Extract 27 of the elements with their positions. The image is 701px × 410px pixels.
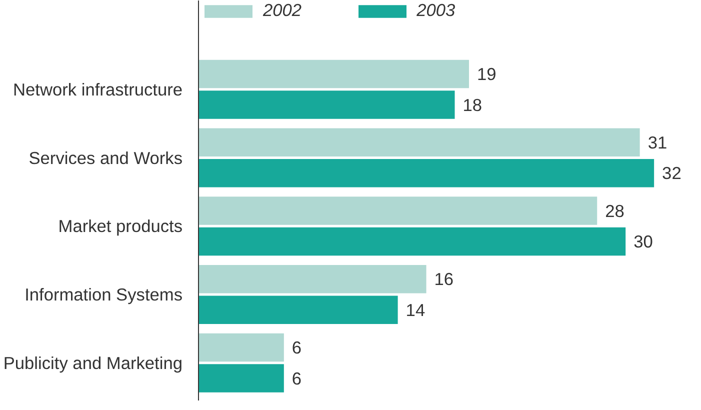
y-tick-label: Services and Works	[28, 148, 183, 168]
data-label: 30	[634, 232, 653, 252]
bar	[198, 60, 469, 88]
data-label: 32	[662, 163, 682, 184]
y-tick-label: Network infrastructure	[13, 79, 182, 100]
data-label: 31	[648, 132, 668, 152]
bar	[198, 158, 654, 188]
legend-label: 2002	[263, 0, 302, 21]
legend-label: 2003	[416, 0, 456, 21]
bar	[198, 364, 284, 392]
bar	[198, 333, 284, 362]
data-label: 6	[292, 338, 302, 358]
data-label: 6	[292, 368, 302, 388]
bar	[198, 196, 598, 225]
data-label: 28	[605, 200, 624, 221]
y-tick-label: Market products	[58, 216, 183, 236]
data-label: 18	[462, 94, 482, 115]
data-label: 19	[476, 64, 496, 84]
bar	[198, 128, 640, 157]
data-label: 16	[434, 269, 454, 290]
y-tick-label: Publicity and Marketing	[3, 352, 183, 373]
y-tick-label: Information Systems	[24, 284, 183, 305]
bar	[198, 264, 426, 294]
bar	[198, 227, 626, 256]
bar	[198, 296, 398, 324]
data-label: 14	[406, 300, 426, 320]
bar	[198, 90, 455, 119]
